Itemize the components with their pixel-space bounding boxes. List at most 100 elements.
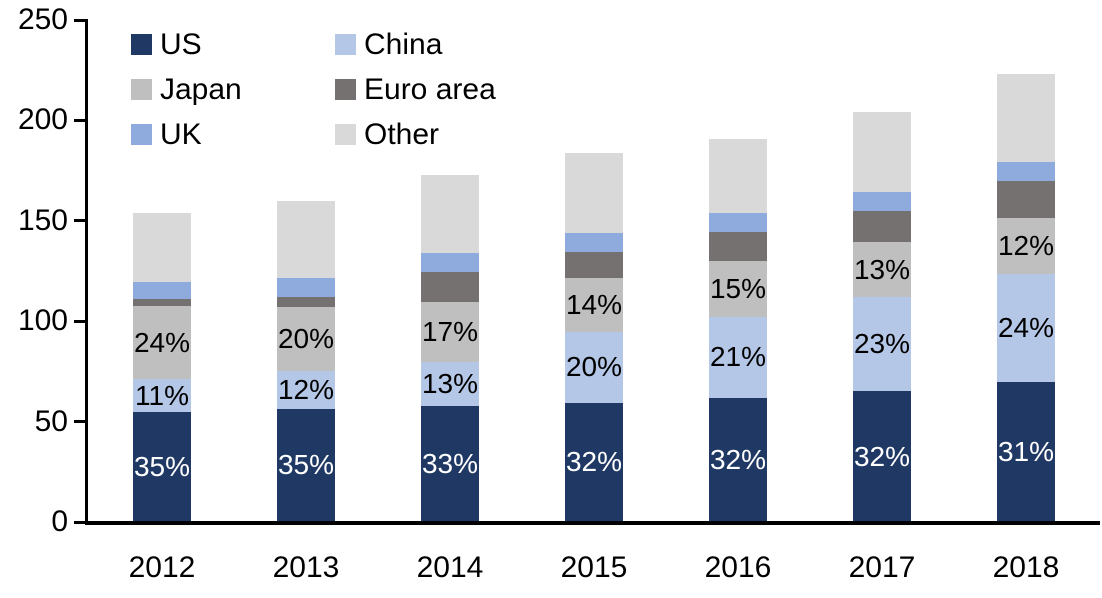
segment-japan-2015: 14% — [565, 278, 623, 333]
legend-item-uk: UK — [131, 112, 335, 157]
segment-label-china-2017: 23% — [853, 328, 911, 360]
legend-swatch-other — [335, 124, 356, 145]
y-axis-tick-50 — [74, 420, 88, 424]
segment-uk-2015 — [565, 232, 623, 252]
segment-china-2012: 11% — [133, 379, 191, 412]
legend-item-euro-area: Euro area — [335, 67, 539, 112]
segment-uk-2012 — [133, 282, 191, 300]
segment-euro-area-2017 — [853, 210, 911, 242]
segment-euro-area-2016 — [709, 231, 767, 261]
bar-2018: 31% 24% 12% — [997, 74, 1055, 522]
segment-euro-area-2013 — [277, 297, 335, 308]
legend-swatch-us — [131, 34, 152, 55]
segment-japan-2014: 17% — [421, 302, 479, 363]
segment-label-japan-2017: 13% — [853, 253, 911, 285]
legend-label-euro-area: Euro area — [364, 72, 496, 106]
segment-uk-2014 — [421, 252, 479, 273]
y-axis-tick-250 — [74, 18, 88, 22]
segment-china-2017: 23% — [853, 297, 911, 392]
legend-swatch-uk — [131, 124, 152, 145]
y-axis-tick-200 — [74, 118, 88, 122]
x-tick-label-2015: 2015 — [560, 551, 628, 584]
y-axis-tick-label-250: 250 — [17, 3, 68, 36]
x-tick-label-2014: 2014 — [416, 551, 484, 584]
segment-euro-area-2014 — [421, 272, 479, 303]
segment-label-japan-2013: 20% — [277, 323, 335, 355]
legend-swatch-china — [335, 34, 356, 55]
segment-label-china-2016: 21% — [709, 341, 767, 373]
legend-label-japan: Japan — [160, 72, 242, 106]
bar-2012: 35% 11% 24% — [133, 212, 191, 522]
segment-us-2012: 35% — [133, 411, 191, 522]
y-axis-tick-label-200: 200 — [17, 103, 68, 137]
y-axis-tick-150 — [74, 219, 88, 223]
segment-label-us-2014: 33% — [421, 447, 479, 479]
x-tick-label-2012: 2012 — [128, 551, 196, 584]
segment-euro-area-2018 — [997, 180, 1055, 218]
bar-2015: 32% 20% 14% — [565, 152, 623, 522]
segment-other-2018 — [997, 74, 1055, 162]
segment-other-2017 — [853, 112, 911, 192]
segment-japan-2012: 24% — [133, 306, 191, 380]
y-axis-tick-label-0: 0 — [51, 505, 68, 538]
segment-label-china-2015: 20% — [565, 351, 623, 383]
segment-uk-2016 — [709, 212, 767, 232]
segment-other-2012 — [133, 212, 191, 283]
legend-swatch-japan — [131, 79, 152, 100]
legend-item-japan: Japan — [131, 67, 335, 112]
segment-other-2013 — [277, 200, 335, 279]
segment-us-2017: 32% — [853, 391, 911, 522]
segment-label-us-2013: 35% — [277, 449, 335, 481]
segment-us-2015: 32% — [565, 402, 623, 522]
segment-euro-area-2012 — [133, 299, 191, 307]
x-tick-label-2013: 2013 — [272, 551, 340, 584]
legend-label-other: Other — [364, 117, 440, 151]
segment-china-2018: 24% — [997, 274, 1055, 383]
bar-2016: 32% 21% 15% — [709, 138, 767, 522]
segment-uk-2013 — [277, 278, 335, 298]
segment-us-2013: 35% — [277, 408, 335, 522]
segment-label-china-2013: 12% — [277, 373, 335, 405]
segment-china-2014: 13% — [421, 362, 479, 406]
bar-2014: 33% 13% 17% — [421, 174, 479, 522]
segment-china-2013: 12% — [277, 371, 335, 409]
segment-other-2015 — [565, 152, 623, 233]
segment-us-2018: 31% — [997, 382, 1055, 522]
y-axis-line — [85, 20, 88, 525]
bar-2017: 32% 23% 13% — [853, 112, 911, 522]
segment-label-china-2014: 13% — [421, 367, 479, 399]
x-axis-labels: 2012 2013 2014 2015 2016 2017 2018 — [0, 551, 1102, 591]
legend-label-uk: UK — [160, 117, 202, 151]
segment-japan-2013: 20% — [277, 307, 335, 372]
y-axis-tick-100 — [74, 319, 88, 323]
segment-label-china-2018: 24% — [997, 312, 1055, 344]
segment-us-2014: 33% — [421, 405, 479, 522]
legend-item-us: US — [131, 22, 335, 67]
y-axis-tick-label-100: 100 — [17, 304, 68, 338]
legend-swatch-euro-area — [335, 79, 356, 100]
segment-japan-2018: 12% — [997, 217, 1055, 275]
x-tick-label-2018: 2018 — [992, 551, 1060, 584]
legend: US China Japan Euro area UK Other — [131, 22, 539, 157]
segment-label-japan-2018: 12% — [997, 229, 1055, 261]
segment-japan-2016: 15% — [709, 260, 767, 318]
bar-2013: 35% 12% 20% — [277, 200, 335, 522]
segment-label-japan-2016: 15% — [709, 273, 767, 305]
segment-japan-2017: 13% — [853, 241, 911, 298]
segment-us-2016: 32% — [709, 397, 767, 522]
segment-label-japan-2012: 24% — [133, 326, 191, 358]
segment-label-japan-2014: 17% — [421, 316, 479, 348]
legend-item-china: China — [335, 22, 539, 67]
segment-uk-2018 — [997, 161, 1055, 181]
legend-label-us: US — [160, 27, 202, 61]
segment-label-us-2015: 32% — [565, 446, 623, 478]
segment-label-us-2012: 35% — [133, 450, 191, 482]
x-tick-label-2017: 2017 — [848, 551, 916, 584]
segment-china-2015: 20% — [565, 332, 623, 403]
x-axis-line — [85, 521, 1100, 525]
segment-other-2014 — [421, 174, 479, 253]
segment-label-us-2018: 31% — [997, 436, 1055, 468]
segment-label-us-2016: 32% — [709, 443, 767, 475]
